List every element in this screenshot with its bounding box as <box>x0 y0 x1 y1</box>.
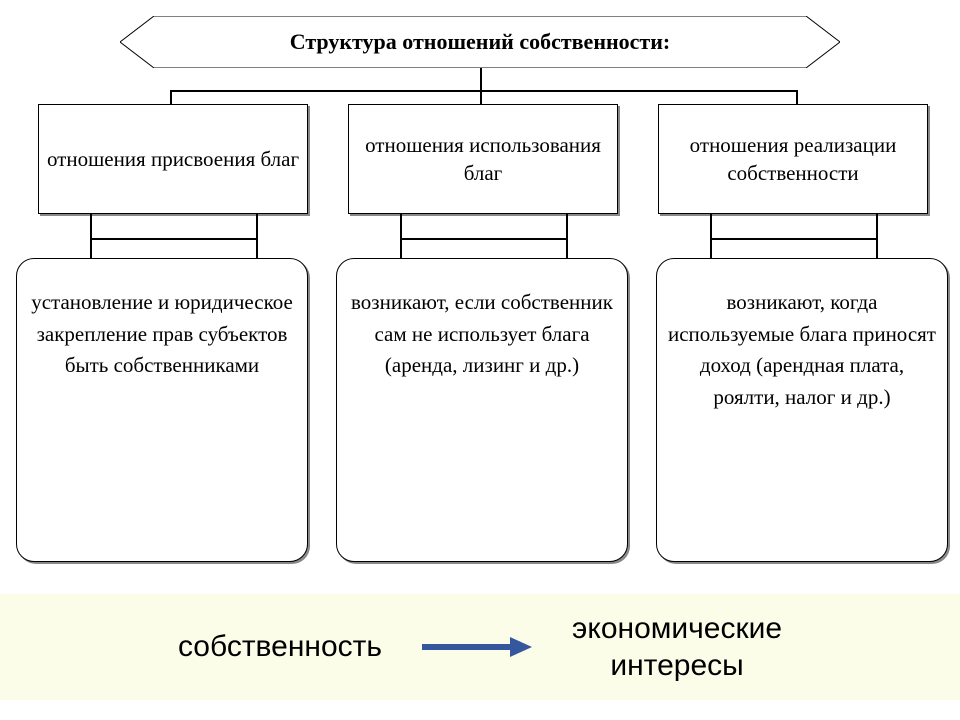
connector-h2-d2-down-right <box>566 238 568 258</box>
footer-left-label: собственность <box>178 630 382 664</box>
header-box-2: отношения использования благ <box>348 104 618 214</box>
connector-h1-d1-right <box>256 214 258 238</box>
desc-box-2: возникают, если собственник сам не испол… <box>336 258 628 562</box>
connector-h3-d3-right <box>876 214 878 238</box>
connector-to-header-3 <box>796 90 798 104</box>
header-box-3: отношения реализации собственности <box>658 104 928 214</box>
connector-h1-d1-hline <box>90 238 256 240</box>
header-label-3: отношения реализации собственности <box>665 131 921 188</box>
connector-h2-d2-down-left <box>400 238 402 258</box>
footer-right-label: экономическиеинтересы <box>572 610 782 685</box>
connector-h1-d1-down-left <box>90 238 92 258</box>
connector-h3-d3-hline <box>710 238 876 240</box>
connector-h1-d1-left <box>90 214 92 238</box>
diagram-title: Структура отношений собственности: <box>120 16 840 68</box>
header-label-2: отношения использования благ <box>355 131 611 188</box>
desc-box-1: установление и юридическое закрепление п… <box>16 258 308 562</box>
connector-top-hline <box>170 90 796 92</box>
title-banner: Структура отношений собственности: <box>120 16 840 68</box>
desc-label-1: установление и юридическое закрепление п… <box>27 287 297 382</box>
connector-h3-d3-down-left <box>710 238 712 258</box>
desc-box-3: возникают, когда используемые блага прин… <box>656 258 948 562</box>
header-label-1: отношения присвоения благ <box>47 145 299 173</box>
desc-label-2: возникают, если собственник сам не испол… <box>347 287 617 382</box>
connector-h2-d2-left <box>400 214 402 238</box>
arrow-right-icon <box>422 637 532 657</box>
connector-h2-d2-hline <box>400 238 566 240</box>
connector-h3-d3-down-right <box>876 238 878 258</box>
connector-h1-d1-down-right <box>256 238 258 258</box>
footer-right-line1: экономическиеинтересы <box>572 612 782 683</box>
header-box-1: отношения присвоения благ <box>38 104 308 214</box>
diagram-canvas: Структура отношений собственности: отнош… <box>0 0 960 720</box>
connector-to-header-2 <box>480 90 482 104</box>
connector-title-down <box>480 68 482 90</box>
footer-bar: собственность экономическиеинтересы <box>0 594 960 700</box>
connector-h2-d2-right <box>566 214 568 238</box>
connector-to-header-1 <box>170 90 172 104</box>
desc-label-3: возникают, когда используемые блага прин… <box>667 287 937 413</box>
connector-h3-d3-left <box>710 214 712 238</box>
